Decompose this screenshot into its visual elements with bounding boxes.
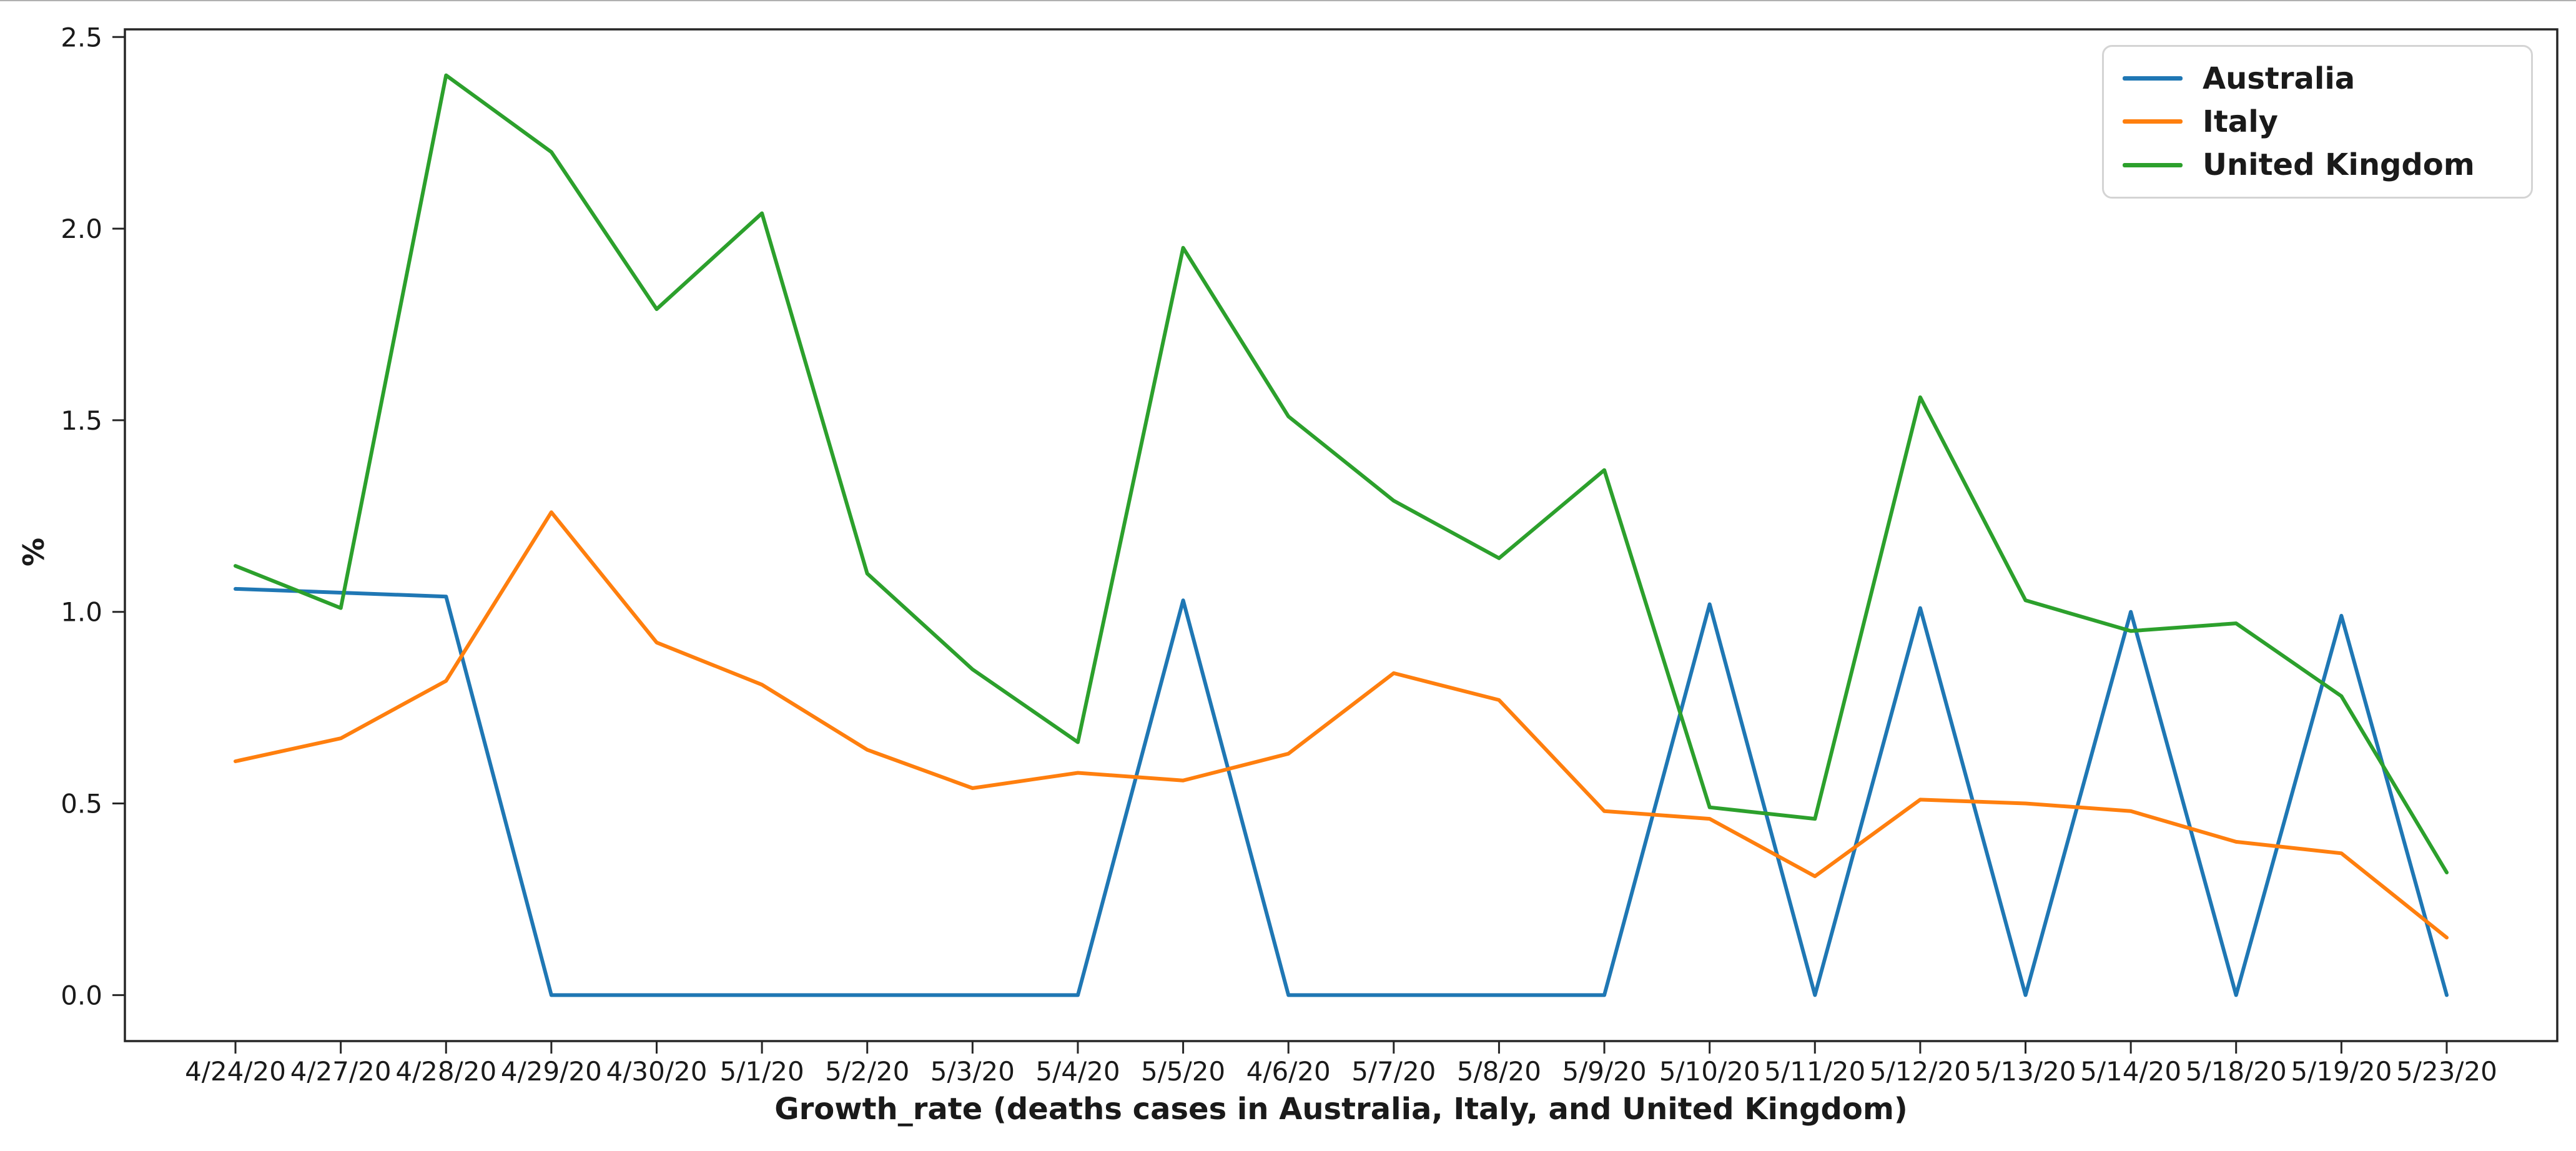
x-tick-label: 5/1/20 [720,1056,804,1087]
y-tick-label: 2.5 [61,22,102,52]
x-tick-label: 5/5/20 [1141,1056,1225,1087]
x-tick-label: 5/12/20 [1870,1056,1971,1087]
y-tick-label: 0.5 [61,789,102,819]
series-line-united-kingdom [234,73,2449,874]
x-tick-label: 5/3/20 [930,1056,1015,1087]
legend-swatch-italy [2123,119,2183,124]
legend-item-united-kingdom: United Kingdom [2123,147,2514,182]
x-tick-label: 4/30/20 [606,1056,708,1087]
legend-label-united-kingdom: United Kingdom [2203,147,2475,183]
y-tick-label: 2.0 [61,214,102,244]
x-tick-label: 4/28/20 [395,1056,496,1087]
x-tick-label: 5/14/20 [2080,1056,2181,1087]
legend-item-australia: Australia [2123,61,2514,96]
x-tick-label: 4/29/20 [501,1056,602,1087]
x-tick-label: 5/2/20 [825,1056,909,1087]
legend-item-italy: Italy [2123,104,2514,139]
y-tick-label: 0.0 [61,980,102,1010]
figure-top-edge [0,0,2576,1]
legend-swatch-united-kingdom [2123,162,2183,167]
y-tick-label: 1.0 [61,597,102,628]
legend-swatch-australia [2123,76,2183,81]
x-tick-label: 4/24/20 [185,1056,286,1087]
x-tick-label: 5/7/20 [1351,1056,1436,1087]
x-tick-label: 5/11/20 [1764,1056,1865,1087]
series-line-australia [234,586,2449,997]
x-axis-label: Growth_rate (deaths cases in Australia, … [774,1092,1908,1127]
x-tick-label: 5/18/20 [2186,1056,2287,1087]
y-axis-label: % [17,537,51,567]
x-tick-label: 4/6/20 [1246,1056,1331,1087]
x-tick-label: 5/13/20 [1975,1056,2076,1087]
series-line-italy [234,510,2449,940]
x-tick-label: 5/8/20 [1457,1056,1541,1087]
x-tick-label: 4/27/20 [290,1056,392,1087]
y-tick-label: 1.5 [61,405,102,436]
x-tick-label: 5/10/20 [1659,1056,1760,1087]
legend: Australia Italy United Kingdom [2102,45,2533,199]
x-tick-label: 5/19/20 [2291,1056,2392,1087]
legend-label-italy: Italy [2203,104,2278,139]
x-tick-label: 5/9/20 [1562,1056,1646,1087]
legend-label-australia: Australia [2203,61,2356,96]
x-tick-label: 5/23/20 [2396,1056,2497,1087]
x-tick-label: 5/4/20 [1035,1056,1120,1087]
